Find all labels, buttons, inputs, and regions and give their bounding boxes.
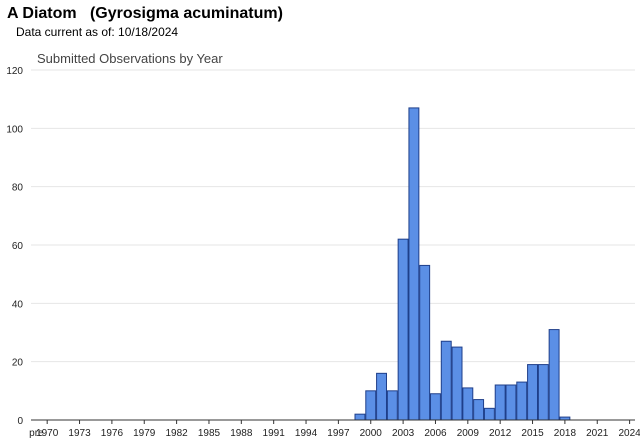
x-tick-label: 2009 [457,428,480,439]
bar-2014 [516,381,528,421]
bar-2010 [473,399,485,421]
bar-2007 [440,340,452,421]
x-tick-label: 1976 [101,428,124,439]
bar-2002 [386,390,398,421]
x-tick-label: 1982 [165,428,188,439]
bar-2005 [419,264,431,421]
x-tick-label: 2003 [392,428,415,439]
bar-1999 [354,413,366,421]
bar-2006 [430,393,441,421]
x-tick-label: 2012 [489,428,512,439]
x-tick-label: 1973 [68,428,91,439]
bar-2017 [548,329,560,421]
x-tick-label: 1988 [230,428,253,439]
bar-2016 [537,364,549,421]
bar-2015 [527,364,538,421]
bar-2012 [494,384,506,421]
chart-title: Submitted Observations by Year [37,51,223,66]
y-tick-label: 80 [12,183,24,194]
x-tick-label: 2015 [521,428,544,439]
x-tick-label: 1994 [295,428,318,439]
y-tick-label: 120 [6,66,23,77]
bar-2009 [462,387,474,421]
bar-2004 [408,107,420,421]
x-tick-label: 2006 [424,428,447,439]
y-tick-label: 20 [12,358,24,369]
x-tick-label: 2000 [360,428,383,439]
bar-2013 [505,384,517,421]
bar-2008 [451,346,463,421]
y-tick-label: 100 [6,124,23,135]
x-tick-label: 1979 [133,428,156,439]
bar-2001 [376,372,387,421]
x-tick-label: 1991 [263,428,286,439]
y-tick-label: 60 [12,241,24,252]
bar-2003 [397,238,409,421]
bar-2011 [483,407,495,421]
x-tick-label: 2024 [618,428,640,439]
x-tick-label: 1970 [36,428,59,439]
x-tick-label: 2021 [586,428,609,439]
x-tick-label: 1997 [327,428,350,439]
y-tick-label: 0 [17,416,23,427]
x-tick-label: pre [29,428,44,439]
bar-2000 [365,390,377,421]
data-current-date: Data current as of: 10/18/2024 [16,25,179,39]
x-tick-label: 2018 [554,428,577,439]
y-tick-label: 40 [12,299,24,310]
page-title: A Diatom (Gyrosigma acuminatum) [7,5,283,22]
x-tick-label: 1985 [198,428,221,439]
